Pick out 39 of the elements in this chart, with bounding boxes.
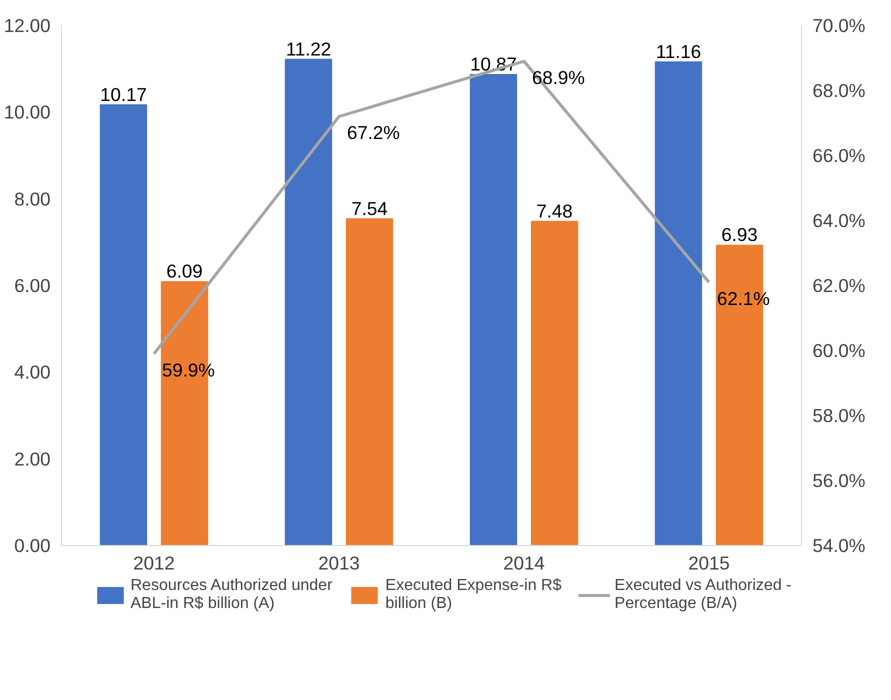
bar [346,218,394,546]
y-tick-label: 4.00 [14,362,50,383]
bar [470,74,518,546]
y-tick-label: 10.00 [4,102,50,123]
data-label: 6.09 [166,260,203,282]
data-label: 67.2% [347,122,400,143]
data-label: 7.54 [351,198,388,219]
y-tick-label: 6.00 [14,275,50,296]
y2-tick-label: 62.0% [812,275,866,296]
y-tick-label: 2.00 [14,448,50,470]
y-tick-label: 8.00 [14,188,50,210]
bar [284,58,332,546]
x-tick-label: 2014 [503,552,545,574]
data-label: 7.48 [536,200,573,222]
data-label: 11.16 [656,40,702,62]
y2-tick-label: 54.0% [812,535,866,556]
y2-tick-label: 64.0% [812,210,866,231]
bar [530,220,578,546]
y2-tick-label: 58.0% [812,405,866,426]
y-tick-label: 12.00 [4,15,50,36]
y2-tick-label: 70.0% [812,15,866,36]
bar [100,104,148,546]
bar [654,61,702,546]
data-label: 10.17 [100,84,147,105]
line-series [152,60,710,356]
y-tick-label: 0.00 [14,535,50,556]
y2-tick-label: 60.0% [812,340,866,361]
data-label: 11.22 [286,38,332,60]
x-tick-label: 2013 [318,552,360,574]
legend-label: Resources Authorized under ABL-in R$ billion (A) [130,577,332,613]
data-label: 6.93 [721,224,758,246]
y2-tick-label: 68.0% [812,80,866,101]
y2-tick-label: 66.0% [812,145,866,166]
x-tick-label: 2015 [688,552,730,574]
legend-label: Executed Expense-in R$ billion (B) [385,577,562,613]
data-label: 68.9% [532,66,585,88]
y2-tick-label: 56.0% [812,470,866,491]
x-tick-label: 2012 [133,552,175,574]
legend-label: Executed vs Authorized - Percentage (B/A) [614,577,792,613]
